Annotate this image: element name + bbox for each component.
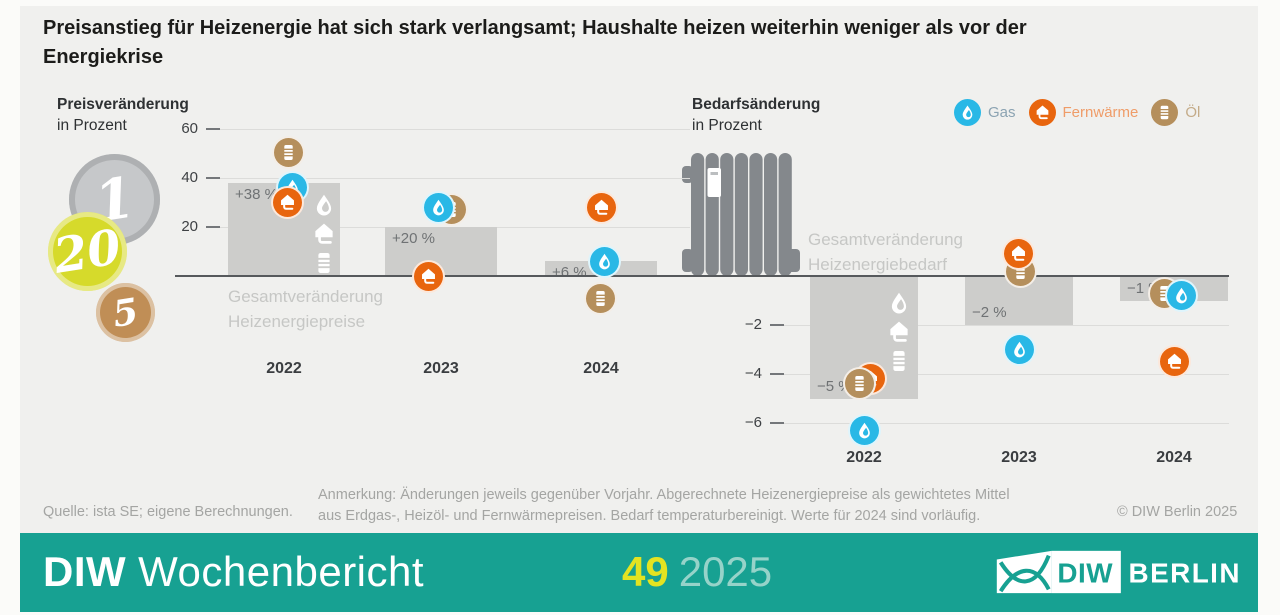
district-heating-icon [1001,237,1035,271]
coin-20-illustration: 20 [48,212,127,291]
oil-icon [271,135,305,169]
legend-label-gas: Gas [988,103,1016,121]
right-chart-title-main: Bedarfsänderung [692,96,821,113]
oil-icon [583,281,617,315]
gas-icon [847,413,881,447]
gridline [206,178,690,179]
energy-icons-watermark [309,191,339,277]
gas-icon [587,244,621,278]
logo-diw-text: DIW [1057,558,1113,589]
diw-berlin-logo: DIW BERLIN [996,550,1241,594]
issue-year: 2025 [678,547,773,595]
legend-item-fernwaerme: Fernwärme [1028,98,1139,126]
district-heating-icon [411,259,445,293]
bar-value-label: −2 % [972,304,1007,321]
issue-number: 49 2025 [622,548,772,596]
brand-diw: DIW [43,547,127,595]
oil-icon [1151,98,1179,126]
y-tick [206,226,220,228]
remark-note: Anmerkung: Änderungen jeweils gegenüber … [318,487,1010,524]
coin-20-value: 20 [50,218,125,285]
logo-berlin-text: BERLIN [1129,558,1241,589]
left-chart-annotation: Gesamtveränderung Heizenergiepreise [228,287,383,331]
coin-5-value: 5 [109,289,142,336]
y-tick-label: −4 [744,365,762,382]
left-chart-title-main: Preisveränderung [57,96,189,113]
x-axis-label: 2023 [1001,449,1037,466]
district-heating-icon [1157,345,1191,379]
gridline [770,325,1229,326]
legend-item-gas: Gas [954,98,1016,126]
x-axis-label: 2023 [423,360,459,377]
gas-icon [421,190,455,224]
y-tick-label: 60 [181,120,198,137]
gas-icon [1164,279,1198,313]
y-tick [770,324,784,326]
source-note: Quelle: ista SE; eigene Berechnungen. [43,504,293,520]
x-axis-label: 2024 [583,360,619,377]
issue-no: 49 [622,547,669,595]
y-tick [206,177,220,179]
x-axis-label: 2022 [266,360,302,377]
footer-banner: DIW Wochenbericht 49 2025 DIW BERLIN [20,533,1258,612]
y-tick-label: −2 [744,316,762,333]
district-heating-icon [270,186,304,219]
gas-icon [954,98,981,126]
x-axis-label: 2024 [1156,449,1192,466]
district-heating-icon [1028,98,1056,126]
brand-wochenbericht: Wochenbericht [138,547,425,595]
legend: Gas Fernwärme Öl [954,96,1200,128]
gridline [206,129,690,130]
right-chart-annotation: Gesamtveränderung Heizenergiebedarf [808,230,963,274]
left-chart-title: Preisveränderung in Prozent [57,94,189,136]
gridline [770,423,1229,424]
y-tick [770,422,784,424]
x-axis-label: 2022 [846,449,882,466]
gridline [770,374,1229,375]
y-tick-label: 20 [181,218,198,235]
left-chart-title-unit: in Prozent [57,117,127,134]
bar-value-label: +6 % [552,264,587,282]
legend-label-oel: Öl [1185,103,1201,121]
radiator-icon [682,153,800,276]
right-chart-title-unit: in Prozent [692,117,762,134]
gas-icon [1002,333,1036,366]
district-heating-icon [584,190,618,224]
y-tick-label: −6 [744,414,762,431]
legend-item-oel: Öl [1151,98,1201,126]
right-chart-title: Bedarfsänderung in Prozent [692,94,820,136]
y-tick [770,373,784,375]
bar-value-label: +20 % [392,230,435,247]
y-tick-label: 40 [181,169,198,186]
bar-value-label: +38 % [235,185,278,203]
headline: Preisanstieg für Heizenergie hat sich st… [43,17,1027,68]
copyright-note: © DIW Berlin 2025 [1117,504,1238,520]
energy-icons-watermark [884,289,914,375]
coin-5-illustration: 5 [96,283,155,342]
oil-icon [842,367,876,401]
publication-brand: DIW Wochenbericht [43,548,424,596]
y-tick [206,128,220,130]
thermostat-icon [707,168,721,197]
zero-axis-line [175,275,1229,277]
legend-label-fernwaerme: Fernwärme [1062,103,1139,121]
